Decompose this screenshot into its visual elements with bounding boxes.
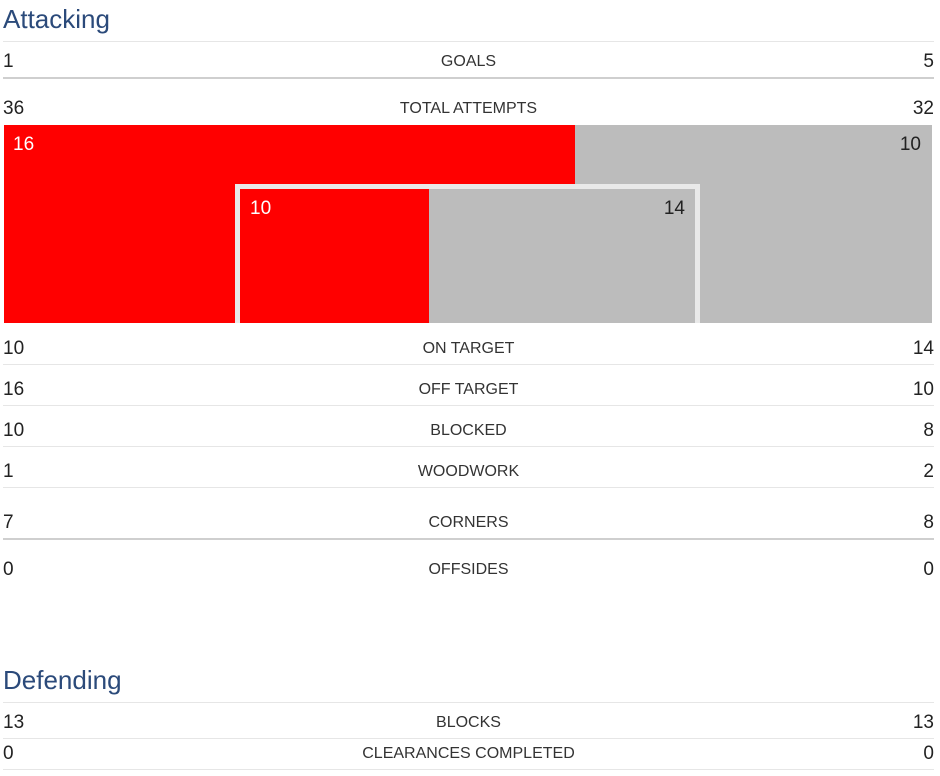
title-divider: [3, 702, 934, 703]
row-divider: [3, 77, 934, 79]
clearances-away-value: 0: [923, 743, 934, 764]
off-target-home-area-lower: [4, 185, 236, 323]
row-divider: [3, 446, 934, 447]
blocked-home-value: 10: [3, 420, 25, 441]
woodwork-home-value: 1: [3, 461, 14, 482]
stat-row-off-target: 16 OFF TARGET 10: [3, 376, 934, 404]
shot-map-off-target-home: 16: [13, 134, 35, 155]
goals-away-value: 5: [923, 51, 934, 72]
stat-row-woodwork: 1 WOODWORK 2: [3, 458, 934, 486]
title-divider: [3, 41, 934, 42]
stat-row-on-target: 10 ON TARGET 14: [3, 335, 934, 363]
offsides-label: OFFSIDES: [428, 561, 509, 578]
stat-row-total-attempts: 36 TOTAL ATTEMPTS 32: [3, 95, 934, 123]
woodwork-label: WOODWORK: [417, 463, 520, 480]
row-divider: [3, 538, 934, 540]
stat-row-clearances-completed: 0 CLEARANCES COMPLETED 0: [3, 740, 934, 768]
stat-row-offsides: 0 OFFSIDES 0: [3, 556, 934, 584]
row-divider: [3, 405, 934, 406]
on-target-away-value: 14: [912, 338, 934, 359]
clearances-label: CLEARANCES COMPLETED: [362, 745, 575, 762]
woodwork-away-value: 2: [923, 461, 934, 482]
on-target-home-value: 10: [3, 338, 25, 359]
row-divider: [3, 738, 934, 739]
clearances-home-value: 0: [3, 743, 14, 764]
off-target-home-value: 16: [3, 379, 25, 400]
stat-row-blocks: 13 BLOCKS 13: [3, 709, 934, 737]
on-target-home-area: [240, 189, 429, 323]
offsides-home-value: 0: [3, 559, 14, 580]
total-attempts-away-value: 32: [912, 98, 934, 119]
off-target-away-value: 10: [912, 379, 934, 400]
total-attempts-home-value: 36: [3, 98, 25, 119]
attacking-section-title: Attacking: [3, 4, 110, 34]
goal-frame: 10 14: [235, 184, 700, 323]
corners-home-value: 7: [3, 512, 14, 533]
shot-map: 16 10 10 14: [4, 125, 932, 323]
blocks-away-value: 13: [912, 712, 934, 733]
shot-map-off-target-away: 10: [899, 134, 921, 155]
stat-row-corners: 7 CORNERS 8: [3, 509, 934, 537]
row-divider: [3, 487, 934, 488]
goals-home-value: 1: [3, 51, 14, 72]
blocks-label: BLOCKS: [436, 714, 501, 731]
row-divider: [3, 769, 934, 770]
off-target-label: OFF TARGET: [418, 381, 519, 398]
corners-away-value: 8: [923, 512, 934, 533]
on-target-label: ON TARGET: [422, 340, 515, 357]
shot-map-on-target-home: 10: [250, 198, 272, 219]
blocked-away-value: 8: [923, 420, 934, 441]
shot-map-on-target-away: 14: [663, 198, 685, 219]
stat-row-goals: 1 GOALS 5: [3, 48, 934, 76]
blocked-label: BLOCKED: [430, 422, 507, 439]
off-target-home-area: [4, 125, 575, 185]
total-attempts-label: TOTAL ATTEMPTS: [399, 100, 538, 117]
blocks-home-value: 13: [3, 712, 25, 733]
defending-section-title: Defending: [3, 665, 122, 695]
stat-row-blocked: 10 BLOCKED 8: [3, 417, 934, 445]
offsides-away-value: 0: [923, 559, 934, 580]
corners-label: CORNERS: [428, 514, 509, 531]
goals-label: GOALS: [440, 53, 497, 70]
row-divider: [3, 364, 934, 365]
